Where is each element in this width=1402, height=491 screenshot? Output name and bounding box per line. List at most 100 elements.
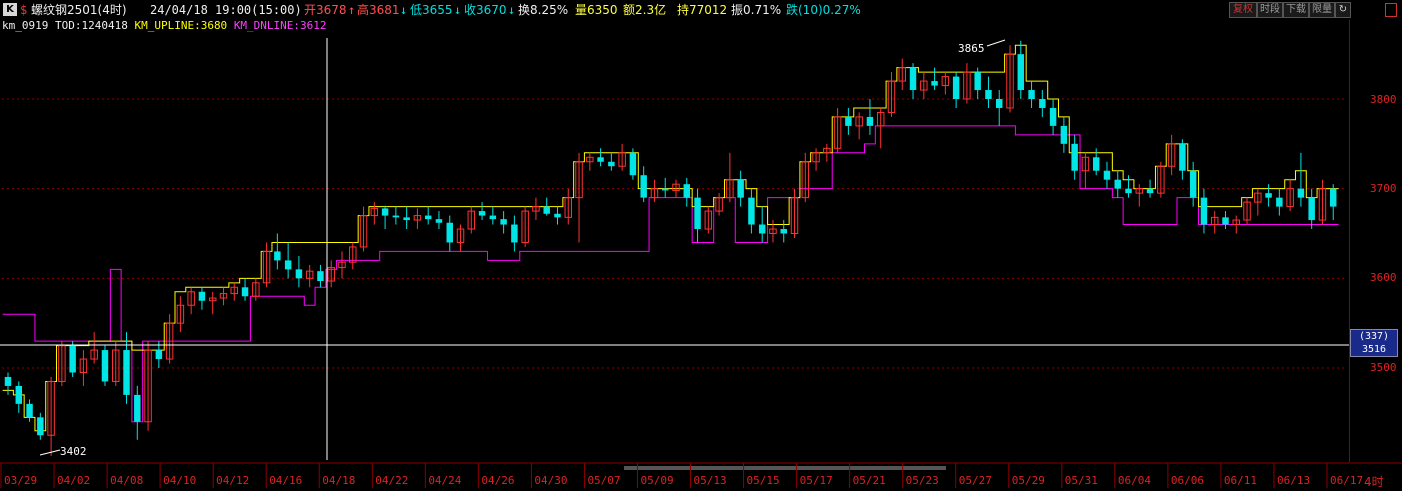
- candle-body-down: [780, 229, 787, 234]
- close-arrow-icon: ↓: [508, 3, 516, 17]
- candle-body-down: [1060, 125, 1068, 144]
- candle-body-up: [618, 152, 626, 167]
- open-arrow-icon: ↑: [348, 3, 356, 17]
- candle-body-down: [985, 90, 992, 99]
- indicator-dnline: KM_DNLINE:3612: [233, 19, 327, 32]
- candle-body-up: [1286, 188, 1294, 208]
- candle-body-up: [1232, 219, 1240, 226]
- candle-body-up: [349, 246, 357, 263]
- x-tick-label: 03/29: [4, 474, 38, 487]
- candle-body-up: [963, 71, 971, 100]
- shiduan-button[interactable]: 时段: [1257, 2, 1283, 18]
- refresh-icon[interactable]: ↻: [1335, 2, 1351, 18]
- candle-body-up: [1157, 165, 1165, 194]
- candle-body-up: [230, 286, 238, 295]
- candle-body-up: [898, 67, 906, 82]
- candle-body-down: [640, 175, 647, 198]
- x-tick-label: 05/21: [852, 474, 886, 487]
- candle-body-up: [165, 322, 174, 360]
- indicator-name[interactable]: km_0919: [2, 19, 49, 32]
- candle-body-up: [801, 161, 810, 199]
- candle-body-down: [478, 211, 486, 216]
- candle-body-down: [403, 217, 410, 221]
- candle-body-down: [1179, 143, 1186, 171]
- low-arrow-icon: ↓: [454, 3, 462, 17]
- y-tick-label: 3600: [1370, 271, 1397, 284]
- close-value: 收3670: [464, 3, 507, 17]
- candle-body-up: [704, 210, 713, 230]
- candle-body-down: [629, 152, 637, 176]
- candle-body-up: [920, 80, 928, 91]
- candle-body-down: [661, 188, 669, 191]
- candle-body-down: [909, 67, 917, 91]
- cursor-offset: (337): [1358, 331, 1390, 342]
- x-tick-label: 04/18: [322, 474, 356, 487]
- period-label[interactable]: 4时: [1364, 475, 1384, 489]
- x-tick-label: 06/13: [1276, 474, 1311, 487]
- x-tick-label: 04/22: [375, 474, 409, 487]
- cursor-price: 3516: [1361, 344, 1387, 355]
- maximize-icon[interactable]: [1385, 3, 1397, 17]
- candle-body-down: [15, 385, 23, 404]
- candle-body-down: [1103, 170, 1111, 180]
- candle-body-up: [726, 179, 734, 199]
- candle-body-down: [866, 116, 874, 126]
- k-chart-icon[interactable]: K: [3, 3, 17, 16]
- candle-body-up: [47, 380, 55, 436]
- low-annotation-pointer: [39, 449, 61, 456]
- candle-body-up: [338, 261, 346, 269]
- candle-body-up: [521, 210, 529, 243]
- high-arrow-icon: ↓: [400, 3, 408, 17]
- horizontal-scrollbar: [624, 466, 946, 470]
- amplitude-value: 振0.71%: [731, 3, 782, 17]
- candle-body-down: [435, 219, 443, 223]
- limit-button[interactable]: 限量: [1309, 2, 1335, 18]
- candle-body-down: [134, 394, 141, 422]
- x-tick-label: 05/27: [958, 474, 992, 487]
- candle-body-down: [1125, 188, 1132, 194]
- candle-body-up: [144, 349, 152, 423]
- candle-body-down: [1200, 197, 1208, 225]
- candle-body-down: [554, 213, 561, 218]
- candle-body-down: [1028, 90, 1035, 99]
- candle-body-down: [1329, 188, 1337, 207]
- candle-body-up: [252, 282, 260, 297]
- candle-body-up: [672, 183, 680, 191]
- candle-body-up: [650, 188, 659, 199]
- change-value: 跌(10)0.27%: [786, 3, 861, 17]
- candle-body-down: [1039, 99, 1046, 108]
- candle-body-down: [694, 197, 701, 230]
- high-annotation-pointer: [986, 39, 1006, 47]
- candle-body-down: [1092, 157, 1100, 171]
- x-tick-label: 04/24: [428, 474, 462, 487]
- instrument-name[interactable]: 螺纹钢2501(4时): [31, 3, 127, 17]
- candle-body-up: [586, 156, 594, 163]
- candle-body-up: [1243, 201, 1251, 221]
- candle-body-up: [715, 197, 723, 212]
- candle-body-down: [952, 76, 960, 99]
- candle-body-down: [1071, 143, 1078, 171]
- candle-body-down: [284, 260, 292, 270]
- open-interest-value: 持77012: [677, 3, 728, 17]
- candle-body-up: [823, 147, 831, 154]
- indicator-upline: KM_UPLINE:3680: [134, 19, 228, 32]
- x-tick-label: 05/23: [905, 474, 939, 487]
- candle-body-down: [1146, 188, 1154, 194]
- candle-body-up: [370, 207, 379, 217]
- candle-body-up: [1081, 156, 1090, 172]
- fuquan-button[interactable]: 复权: [1229, 2, 1257, 18]
- candle-body-down: [381, 208, 389, 216]
- volume-value: 量6350: [575, 3, 618, 17]
- x-tick-label: 05/15: [746, 474, 780, 487]
- candle-body-down: [1049, 107, 1057, 126]
- y-tick-label: 3500: [1370, 361, 1397, 374]
- candle-body-up: [327, 267, 335, 282]
- x-tick-label: 05/29: [1011, 474, 1045, 487]
- candle-body-up: [305, 270, 314, 279]
- candle-body-up: [1006, 53, 1014, 109]
- candle-body-up: [359, 215, 368, 248]
- candle-body-up: [532, 206, 540, 212]
- download-button[interactable]: 下载: [1283, 2, 1309, 18]
